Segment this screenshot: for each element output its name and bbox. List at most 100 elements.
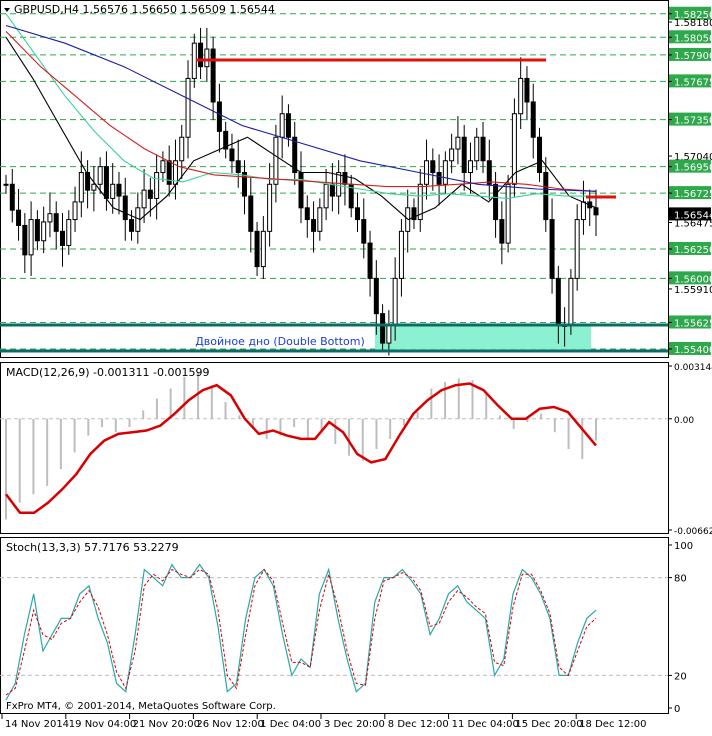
price-tick: 1.57900	[668, 47, 712, 62]
candle-body	[380, 313, 386, 344]
candle-body	[191, 42, 197, 79]
macd-axis: 0.003144 0.00 -0.006627	[668, 363, 712, 537]
candle-body	[480, 136, 486, 162]
price-tick-label: 1.58250	[674, 10, 712, 21]
candle-body	[59, 230, 65, 246]
candle-body	[524, 77, 530, 103]
macd-tick-label: 0.00	[674, 416, 694, 426]
double-bottom-zone[interactable]	[375, 325, 591, 351]
candle-body	[254, 230, 260, 268]
candle-body	[91, 183, 97, 191]
candle-body	[442, 160, 448, 185]
macd-pane-frame	[0, 362, 669, 534]
candle-body	[185, 77, 191, 138]
time-tick-label: 18 Dec 12:00	[579, 719, 646, 730]
candle-body	[260, 230, 266, 268]
stoch-signal-line	[5, 568, 597, 696]
candle-body	[499, 219, 505, 244]
level-price-box	[669, 241, 711, 255]
level-price-box	[669, 30, 711, 44]
candle-body	[430, 160, 436, 174]
candle-body	[3, 183, 9, 186]
dropdown-triangle-icon[interactable]	[4, 8, 10, 12]
candle-body	[361, 219, 367, 244]
price-tick: 1.57350	[668, 112, 712, 127]
candle-body	[28, 219, 34, 256]
candle-body	[216, 101, 222, 132]
candle-body	[285, 113, 291, 138]
current-price-label: 1.56544	[668, 207, 712, 221]
candle-body	[129, 219, 135, 232]
price-tick: 1.57040	[668, 152, 712, 163]
macd-tick-label: 0.003144	[674, 363, 712, 373]
ma-ma_blue	[5, 24, 597, 192]
candle-body	[411, 207, 417, 221]
price-tick-label: 1.56725	[674, 189, 712, 200]
price-tick-label: 1.57900	[674, 51, 712, 62]
candle-body	[66, 219, 72, 246]
candle-body	[179, 136, 185, 162]
candle-body	[593, 207, 599, 216]
price-tick-label: 1.57350	[674, 116, 712, 127]
candle-body	[154, 172, 160, 199]
candle-body	[242, 172, 248, 197]
candle-body	[455, 136, 461, 150]
macd-histogram	[5, 371, 597, 520]
time-tick-label: 21 Nov 20:00	[133, 719, 200, 730]
price-tick: 1.55400	[668, 341, 712, 356]
price-tick-label: 1.55400	[674, 345, 712, 356]
time-tick-label: 26 Nov 12:00	[196, 719, 263, 730]
candle-body	[555, 277, 561, 326]
candle-body	[122, 195, 128, 221]
price-tick-label: 1.56475	[674, 219, 712, 230]
time-tick-label: 15 Dec 20:00	[515, 719, 582, 730]
macd-signal-line	[5, 382, 597, 515]
candle-body	[9, 183, 15, 211]
candle-body	[493, 183, 499, 221]
price-tick-label: 1.58180	[674, 18, 712, 29]
stoch-tick-label: 100	[674, 541, 693, 552]
candle-body	[511, 113, 517, 185]
price-tick-label: 1.55625	[674, 318, 712, 329]
price-tick: 1.56475	[668, 219, 712, 230]
price-tick: 1.58050	[668, 30, 712, 44]
candle-body	[22, 224, 28, 256]
stoch-tick-label: 20	[674, 671, 687, 682]
level-price-box	[669, 6, 711, 20]
candle-body	[304, 207, 310, 221]
candle-body	[417, 183, 423, 221]
candle-body	[72, 201, 78, 221]
level-price-box	[669, 186, 711, 200]
candle-body	[424, 160, 430, 185]
ma-ma_fast	[5, 36, 597, 221]
price-tick: 1.55910	[668, 285, 712, 296]
symbol-title: GBPUSD,H4 1.56576 1.56650 1.56509 1.5654…	[14, 3, 275, 16]
level-price-box	[669, 271, 711, 285]
time-tick-label: 11 Dec 04:00	[452, 719, 519, 730]
stoch-axis: 100 80 20 0	[668, 541, 693, 715]
time-tick-label: 1 Dec 04:00	[260, 719, 321, 730]
candle-body	[229, 148, 235, 162]
level-price-box	[669, 159, 711, 173]
time-tick-label: 3 Dec 20:00	[324, 719, 385, 730]
candle-body	[267, 183, 273, 232]
candle-body	[198, 42, 204, 68]
price-tick: 1.56950	[668, 159, 712, 174]
candle-body	[103, 166, 109, 199]
price-tick-label: 1.56950	[674, 163, 712, 174]
candle-body	[373, 277, 379, 315]
candle-body	[34, 219, 40, 242]
candle-body	[329, 183, 335, 197]
price-tick-label: 1.58050	[674, 33, 712, 44]
candle-body	[147, 189, 153, 199]
copyright-text: FxPro MT4, © 2001-2014, MetaQuotes Softw…	[6, 701, 276, 712]
candle-body	[85, 172, 91, 191]
candle-body	[248, 195, 254, 232]
candle-body	[311, 219, 317, 232]
candle-body	[298, 172, 304, 209]
macd-tick-label: -0.006627	[674, 527, 712, 537]
